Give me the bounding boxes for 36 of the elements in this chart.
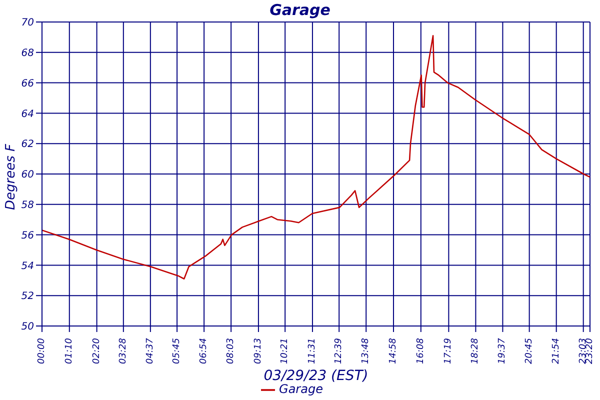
y-tick-label: 54 [21,260,34,272]
x-tick-label: 10:21 [280,338,290,364]
x-tick-label: 00:00 [37,338,47,364]
x-tick-label: 17:19 [444,338,454,364]
x-tick-label: 14:58 [388,338,399,364]
x-tick-label: 21:54 [551,338,562,364]
x-tick-label: 09:13 [253,338,264,364]
x-tick-label: 05:45 [172,338,182,364]
y-axis-title: Degrees F [4,143,19,210]
x-tick-label: 20:45 [524,338,534,364]
x-tick-label: 19:37 [498,338,508,364]
x-tick-label: 11:31 [307,338,318,364]
x-tick-label: 03:28 [118,338,128,364]
x-tick-label: 04:37 [145,338,156,364]
x-tick-label: 02:20 [92,338,102,364]
y-tick-label: 60 [21,170,34,181]
y-tick-label: 58 [21,200,34,211]
chart-title: Garage [270,1,330,19]
y-tick-label: 64 [21,108,34,120]
y-tick-label: 70 [21,18,34,29]
x-tick-label: 01:10 [64,338,74,364]
legend-label: Garage [279,382,323,396]
y-tick-label: 56 [21,230,34,242]
x-tick-label: 06:54 [199,338,210,364]
y-tick-label: 66 [21,78,34,90]
x-tick-label: 18:28 [470,338,481,364]
x-tick-label: 13:48 [361,338,372,364]
x-tick-label: 12:39 [334,338,344,364]
x-axis-title: 03/29/23 (EST) [264,368,368,384]
y-tick-label: 68 [21,48,34,59]
x-tick-label: 23:20 [585,338,595,364]
y-tick-label: 52 [21,291,34,302]
y-tick-label: 50 [21,322,34,333]
x-tick-label: 16:08 [416,338,426,364]
y-tick-label: 62 [21,139,34,150]
x-tick-label: 08:03 [226,338,236,364]
